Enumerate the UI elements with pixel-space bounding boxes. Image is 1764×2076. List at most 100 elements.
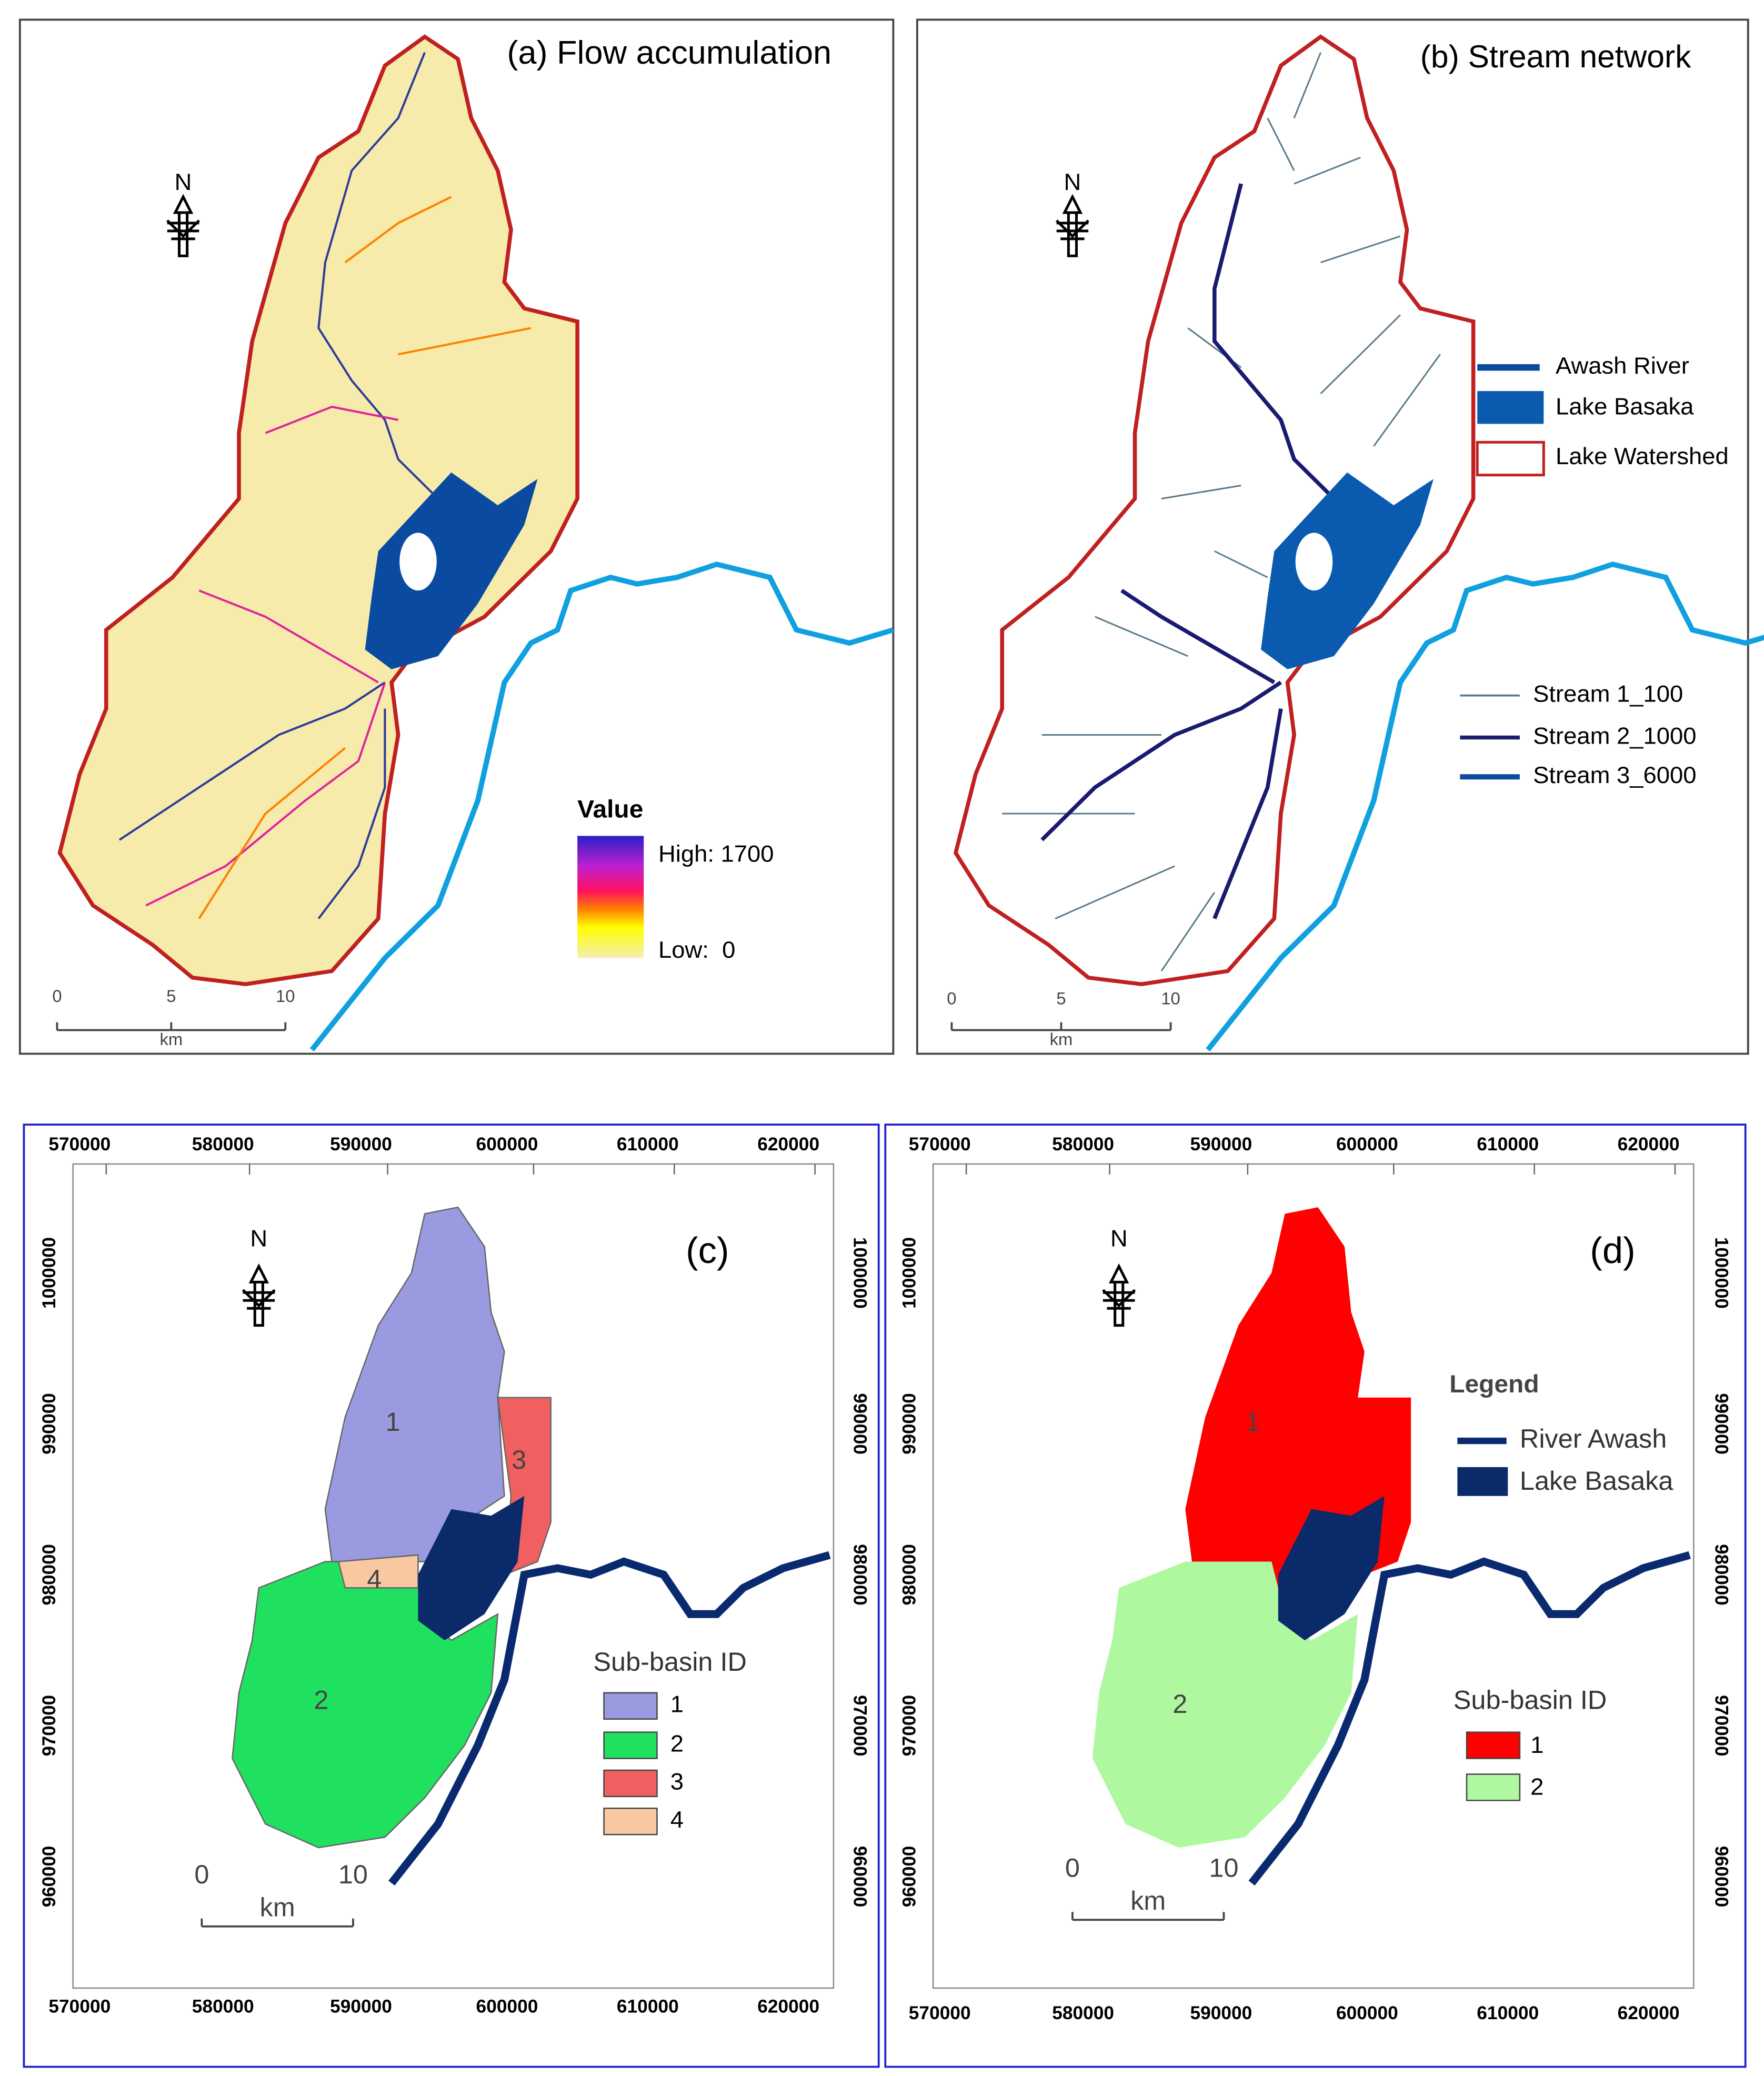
scale-unit: km [1130,1886,1166,1915]
panel-title: (d) [1590,1229,1635,1271]
legend-title: Sub-basin ID [593,1647,747,1677]
y-coord-label: 980000 [899,1544,919,1606]
y-coord-label: 1000000 [899,1237,919,1309]
panel-title: (c) [686,1229,729,1271]
y-coord-label: 980000 [849,1544,870,1606]
x-coord-label: 580000 [1052,2003,1114,2023]
x-coord-label: 580000 [192,1134,254,1155]
scale-label: 0 [52,986,62,1006]
x-coord-label: 620000 [757,1997,819,2017]
scale-unit: km [260,1893,295,1922]
map-b [956,37,1764,1050]
north-label: N [175,168,192,195]
x-coord-label: 570000 [48,1997,111,2017]
legend-label: 1 [670,1691,684,1718]
basin-label: 3 [512,1445,526,1475]
x-coord-label: 590000 [330,1134,392,1155]
scale-label: 10 [338,1860,368,1889]
basin-label: 2 [314,1686,328,1715]
x-coord-label: 580000 [1052,1134,1114,1155]
x-coord-label: 610000 [1477,1134,1539,1155]
legend-label: Stream 2_1000 [1533,723,1696,749]
basin-label: 1 [1246,1407,1260,1437]
legend-ramp [577,836,644,958]
north-label: N [1064,168,1081,195]
y-coord-label: 970000 [39,1695,59,1757]
legend-swatch [1477,391,1544,424]
legend-swatch [603,1692,658,1720]
x-coord-label: 610000 [1477,2003,1539,2023]
x-coord-label: 600000 [1336,2003,1398,2023]
basin-label: 1 [386,1407,400,1437]
y-coord-label: 990000 [1711,1393,1731,1455]
legend-swatch [1466,1731,1521,1759]
x-coord-label: 620000 [1618,2003,1680,2023]
x-coord-label: 570000 [48,1134,111,1155]
y-coord-label: 1000000 [1711,1237,1731,1309]
scale-label: 5 [1056,989,1066,1008]
y-coord-label: 990000 [39,1393,59,1455]
north-label: N [250,1225,267,1252]
y-coord-label: 980000 [39,1544,59,1606]
legend-label: Awash River [1556,352,1689,379]
y-coord-label: 1000000 [39,1237,59,1309]
streams-2 [1040,183,1336,919]
y-coord-label: 960000 [899,1846,919,1908]
y-coord-label: 960000 [1711,1846,1731,1908]
scale-label: 5 [166,986,176,1006]
legend-title: Legend [1449,1370,1539,1398]
y-coord-label: 980000 [1711,1544,1731,1606]
legend-swatch [603,1808,658,1836]
legend-label: River Awash [1520,1424,1667,1453]
x-coord-label: 610000 [617,1997,679,2017]
legend-label: Lake Basaka [1520,1466,1673,1496]
x-coord-label: 620000 [757,1134,819,1155]
sub-basin-2 [1092,1561,1358,1848]
scale-label: 10 [1209,1853,1238,1883]
x-coord-label: 590000 [330,1997,392,2017]
flow-lines [118,52,532,919]
legend-swatch [1466,1773,1521,1801]
panel-title: (a) Flow accumulation [507,35,831,72]
legend-label: Lake Basaka [1556,393,1694,420]
scale-unit: km [1050,1029,1073,1049]
scale-label: 10 [276,986,295,1006]
map-d [1092,1207,1690,1883]
basin-label: 2 [1172,1689,1187,1719]
legend-label: 4 [670,1806,684,1833]
scale-label: 0 [194,1860,209,1889]
x-coord-label: 600000 [476,1134,538,1155]
basin-label: 4 [367,1564,382,1594]
x-coord-label: 620000 [1618,1134,1680,1155]
scale-label: 10 [1161,989,1180,1008]
y-coord-label: 970000 [1711,1695,1731,1757]
scale-label: 0 [947,989,956,1008]
x-coord-label: 580000 [192,1997,254,2017]
panel-title: (b) Stream network [1420,39,1692,74]
x-coord-label: 570000 [909,2003,971,2023]
north-label: N [1110,1225,1128,1252]
streams-1 [1002,52,1441,972]
y-coord-label: 960000 [39,1846,59,1908]
y-coord-label: 960000 [849,1846,870,1908]
legend-label: Stream 1_100 [1533,680,1683,707]
legend-label: High: 1700 [658,840,774,867]
legend-label: Lake Watershed [1556,443,1729,469]
x-coord-label: 590000 [1190,2003,1252,2023]
legend-swatch [603,1731,658,1759]
map-frame [72,1163,835,1989]
scale-label: 0 [1065,1853,1080,1883]
sub-basin-4 [337,1554,419,1589]
legend-label: 2 [670,1730,684,1757]
y-coord-label: 970000 [899,1695,919,1757]
y-coord-label: 990000 [899,1393,919,1455]
legend-label: Stream 3_6000 [1533,761,1696,788]
legend-swatch [1457,1467,1508,1496]
y-coord-label: 1000000 [849,1237,870,1309]
y-coord-label: 990000 [849,1393,870,1455]
island [1295,533,1333,591]
x-coord-label: 570000 [909,1134,971,1155]
legend-title: Sub-basin ID [1454,1686,1607,1715]
legend-label: 1 [1530,1731,1544,1758]
